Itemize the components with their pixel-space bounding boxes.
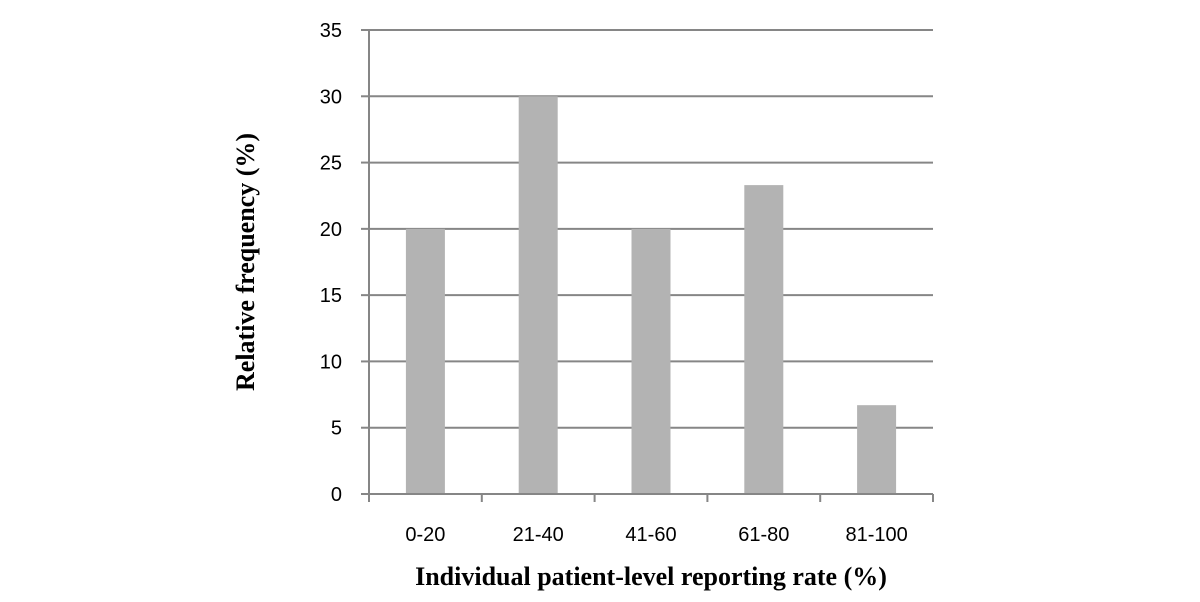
y-tick-label: 20 — [320, 219, 342, 241]
axes — [361, 29, 934, 502]
y-tick-labels: 0 5 10 15 20 25 30 35 — [320, 20, 342, 506]
x-tick-label: 0-20 — [405, 524, 445, 546]
bars — [405, 96, 897, 495]
y-tick-label: 10 — [320, 351, 342, 373]
x-tick-label: 21-40 — [513, 524, 564, 546]
x-axis-title: Individual patient-level reporting rate … — [415, 562, 887, 591]
bar-81-100 — [857, 405, 897, 494]
bar-21-40 — [518, 96, 558, 495]
y-tick-label: 30 — [320, 86, 342, 108]
y-axis-title: Relative frequency (%) — [231, 133, 260, 391]
bar-61-80 — [744, 185, 784, 494]
x-tick-label: 41-60 — [625, 524, 676, 546]
y-tick-label: 0 — [331, 484, 342, 506]
y-tick-label: 35 — [320, 20, 342, 42]
y-tick-label: 5 — [331, 418, 342, 440]
x-tick-label: 81-100 — [845, 524, 907, 546]
bar-0-20 — [405, 228, 445, 494]
bar-41-60 — [631, 228, 671, 494]
x-tick-labels: 0-20 21-40 41-60 61-80 81-100 — [405, 524, 907, 546]
y-tick-label: 25 — [320, 153, 342, 175]
x-tick-label: 61-80 — [738, 524, 789, 546]
y-tick-label: 15 — [320, 285, 342, 307]
